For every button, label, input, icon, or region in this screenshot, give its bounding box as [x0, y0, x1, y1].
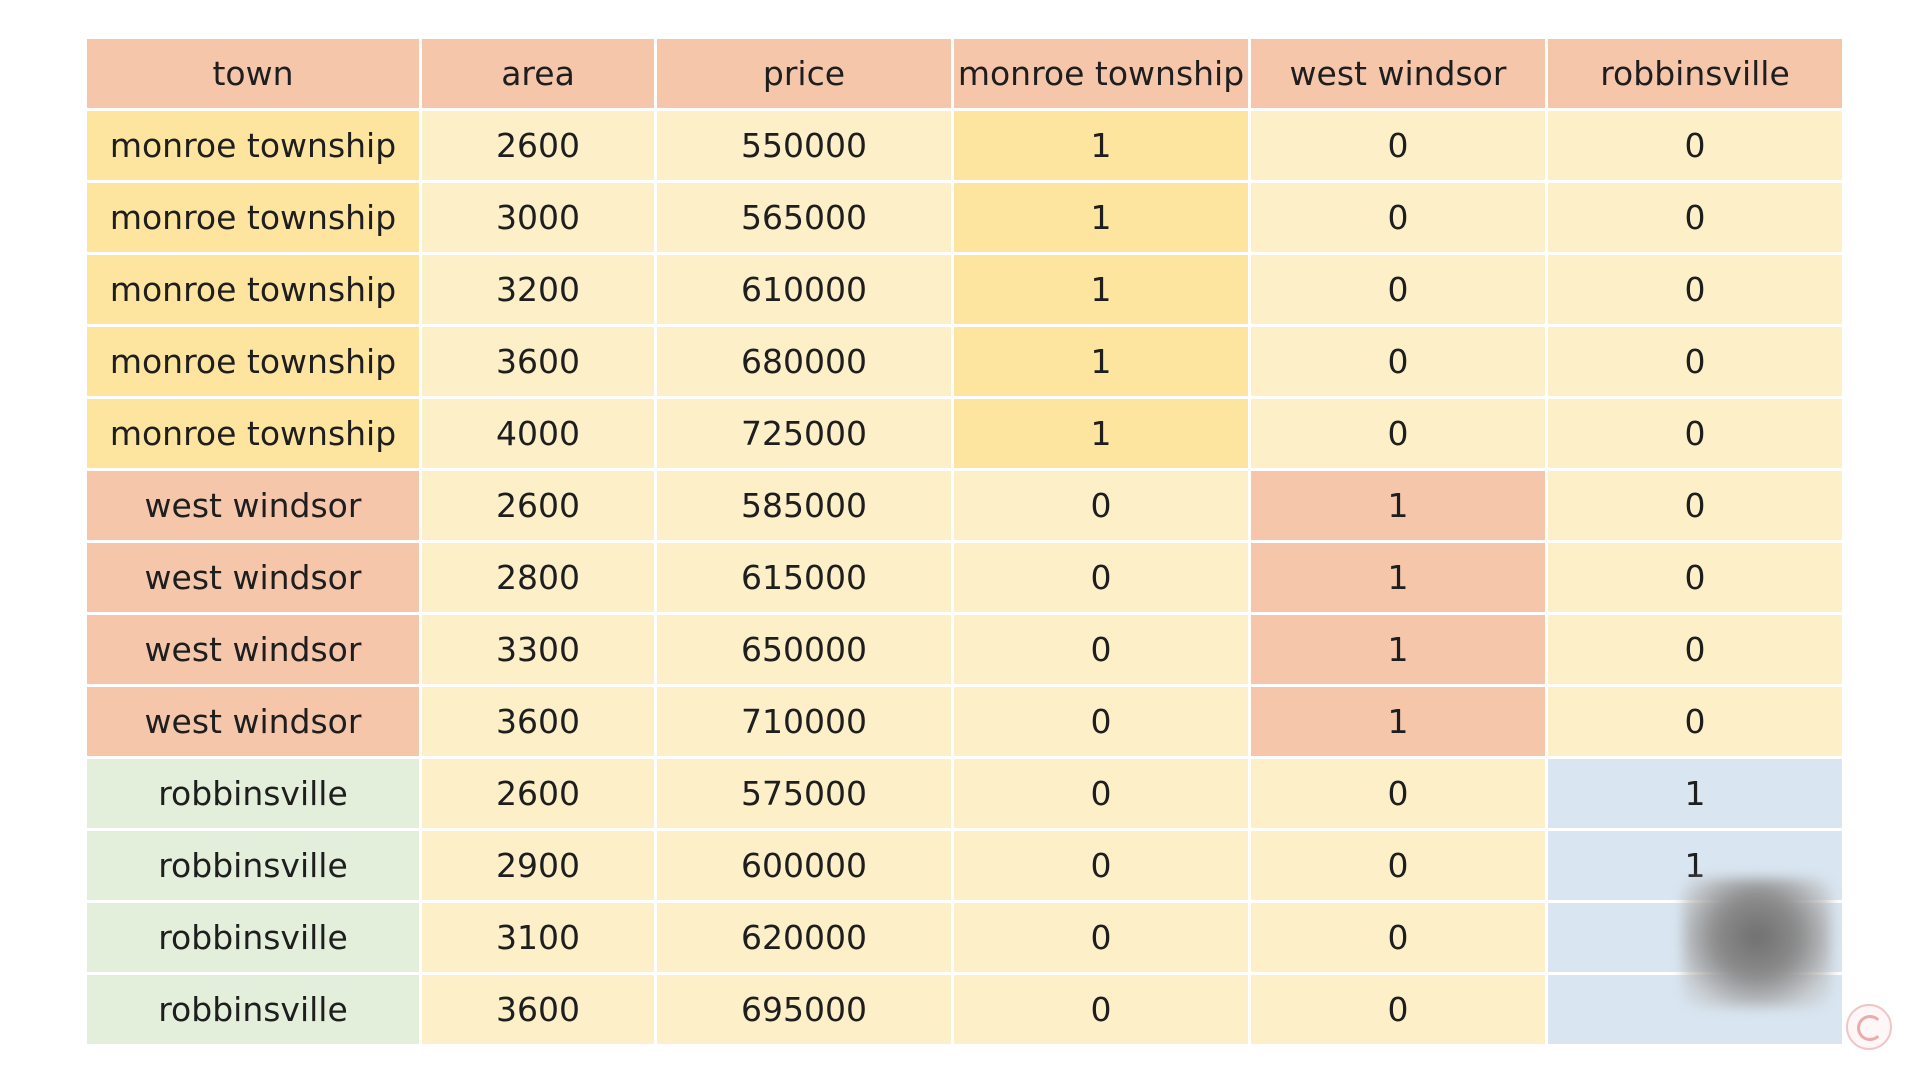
cell-area: 2600	[422, 111, 654, 180]
cell-area: 3200	[422, 255, 654, 324]
cell-area: 3600	[422, 975, 654, 1044]
cell-robbinsville: 0	[1548, 327, 1842, 396]
cell-price: 650000	[657, 615, 951, 684]
header-monroe-township: monroe township	[954, 39, 1248, 108]
cell-robbinsville: 0	[1548, 687, 1842, 756]
cell-area: 3000	[422, 183, 654, 252]
cell-west-windsor: 1	[1251, 615, 1545, 684]
cell-monroe-township: 0	[954, 759, 1248, 828]
cell-robbinsville: 0	[1548, 471, 1842, 540]
cell-price: 610000	[657, 255, 951, 324]
cell-west-windsor: 1	[1251, 687, 1545, 756]
cell-town: monroe township	[87, 183, 419, 252]
cell-price: 585000	[657, 471, 951, 540]
cell-robbinsville: 0	[1548, 399, 1842, 468]
cell-town: robbinsville	[87, 759, 419, 828]
code-basics-logo-icon	[1846, 1004, 1892, 1050]
table-row: monroe township 3200 610000 1 0 0	[87, 255, 1842, 324]
cell-area: 3600	[422, 687, 654, 756]
cell-west-windsor: 0	[1251, 831, 1545, 900]
cell-west-windsor: 0	[1251, 759, 1545, 828]
table-row: monroe township 2600 550000 1 0 0	[87, 111, 1842, 180]
cell-robbinsville: 0	[1548, 111, 1842, 180]
cell-west-windsor: 0	[1251, 183, 1545, 252]
cell-area: 3100	[422, 903, 654, 972]
cell-monroe-township: 0	[954, 543, 1248, 612]
cell-price: 725000	[657, 399, 951, 468]
cell-monroe-township: 0	[954, 903, 1248, 972]
cell-area: 2900	[422, 831, 654, 900]
webcam-overlay	[1682, 878, 1832, 1008]
table-row: west windsor 2800 615000 0 1 0	[87, 543, 1842, 612]
cell-price: 575000	[657, 759, 951, 828]
cell-monroe-township: 0	[954, 831, 1248, 900]
cell-west-windsor: 1	[1251, 543, 1545, 612]
cell-west-windsor: 1	[1251, 471, 1545, 540]
table-row: west windsor 2600 585000 0 1 0	[87, 471, 1842, 540]
cell-monroe-township: 1	[954, 327, 1248, 396]
cell-price: 565000	[657, 183, 951, 252]
cell-monroe-township: 1	[954, 255, 1248, 324]
cell-town: monroe township	[87, 255, 419, 324]
cell-robbinsville: 0	[1548, 255, 1842, 324]
cell-west-windsor: 0	[1251, 111, 1545, 180]
cell-area: 2800	[422, 543, 654, 612]
cell-west-windsor: 0	[1251, 975, 1545, 1044]
table-row: robbinsville 3600 695000 0 0	[87, 975, 1842, 1044]
cell-monroe-township: 1	[954, 399, 1248, 468]
cell-monroe-township: 0	[954, 687, 1248, 756]
cell-area: 2600	[422, 471, 654, 540]
cell-robbinsville: 0	[1548, 183, 1842, 252]
table-row: monroe township 3000 565000 1 0 0	[87, 183, 1842, 252]
cell-robbinsville: 0	[1548, 615, 1842, 684]
header-robbinsville: robbinsville	[1548, 39, 1842, 108]
cell-area: 3600	[422, 327, 654, 396]
cell-town: west windsor	[87, 687, 419, 756]
table-row: west windsor 3300 650000 0 1 0	[87, 615, 1842, 684]
cell-town: monroe township	[87, 111, 419, 180]
cell-town: west windsor	[87, 543, 419, 612]
cell-town: robbinsville	[87, 975, 419, 1044]
header-price: price	[657, 39, 951, 108]
cell-town: monroe township	[87, 399, 419, 468]
cell-price: 680000	[657, 327, 951, 396]
cell-area: 3300	[422, 615, 654, 684]
cell-monroe-township: 0	[954, 471, 1248, 540]
cell-monroe-township: 0	[954, 975, 1248, 1044]
header-town: town	[87, 39, 419, 108]
header-west-windsor: west windsor	[1251, 39, 1545, 108]
cell-town: robbinsville	[87, 831, 419, 900]
table-row: west windsor 3600 710000 0 1 0	[87, 687, 1842, 756]
cell-price: 695000	[657, 975, 951, 1044]
header-row: town area price monroe township west win…	[87, 39, 1842, 108]
table-row: robbinsville 3100 620000 0 0	[87, 903, 1842, 972]
cell-town: robbinsville	[87, 903, 419, 972]
cell-west-windsor: 0	[1251, 327, 1545, 396]
cell-monroe-township: 1	[954, 183, 1248, 252]
cell-robbinsville: 0	[1548, 543, 1842, 612]
cell-west-windsor: 0	[1251, 903, 1545, 972]
cell-town: west windsor	[87, 471, 419, 540]
one-hot-table: town area price monroe township west win…	[84, 36, 1845, 1047]
cell-price: 600000	[657, 831, 951, 900]
table-row: robbinsville 2600 575000 0 0 1	[87, 759, 1842, 828]
table-body: monroe township 2600 550000 1 0 0 monroe towns…	[87, 111, 1842, 1044]
cell-robbinsville: 1	[1548, 759, 1842, 828]
cell-area: 4000	[422, 399, 654, 468]
table-row: robbinsville 2900 600000 0 0 1	[87, 831, 1842, 900]
cell-monroe-township: 0	[954, 615, 1248, 684]
cell-price: 550000	[657, 111, 951, 180]
cell-town: monroe township	[87, 327, 419, 396]
header-area: area	[422, 39, 654, 108]
cell-west-windsor: 0	[1251, 399, 1545, 468]
cell-town: west windsor	[87, 615, 419, 684]
cell-price: 620000	[657, 903, 951, 972]
cell-area: 2600	[422, 759, 654, 828]
cell-price: 710000	[657, 687, 951, 756]
cell-price: 615000	[657, 543, 951, 612]
table-row: monroe township 3600 680000 1 0 0	[87, 327, 1842, 396]
cell-monroe-township: 1	[954, 111, 1248, 180]
cell-west-windsor: 0	[1251, 255, 1545, 324]
table-row: monroe township 4000 725000 1 0 0	[87, 399, 1842, 468]
